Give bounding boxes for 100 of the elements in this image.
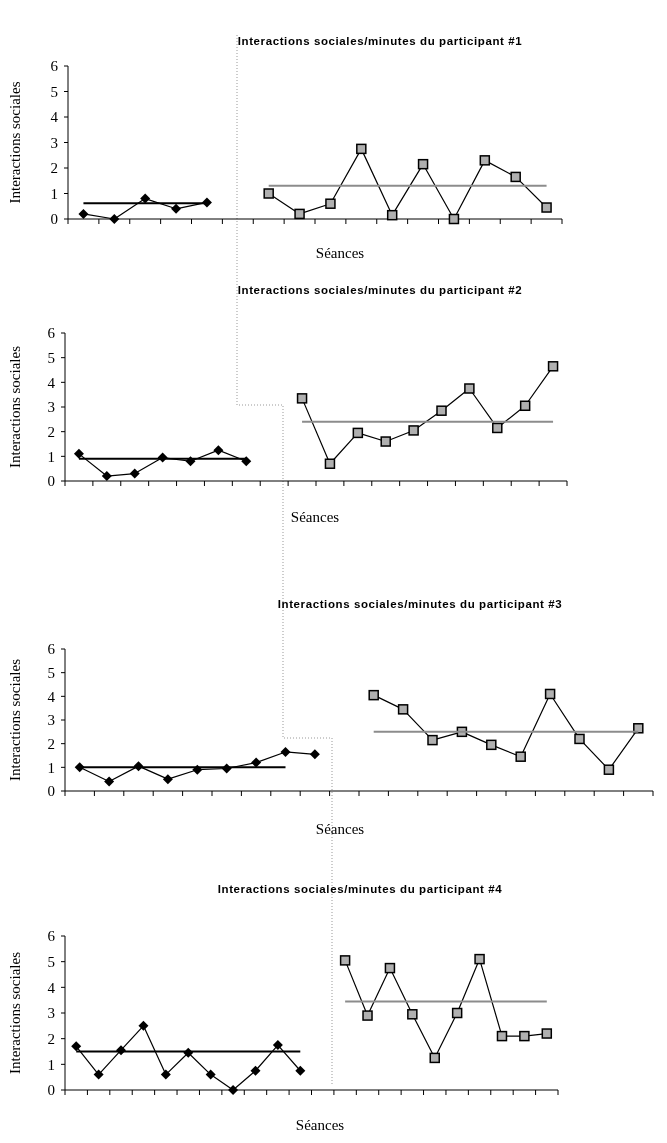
point (384, 962, 396, 974)
y-tick-label: 2 (47, 1030, 55, 1047)
y-tick-label: 4 (47, 374, 56, 391)
y-tick-label: 6 (47, 928, 56, 945)
x-axis-title: Séances (290, 509, 340, 525)
y-tick-label: 3 (47, 712, 55, 729)
point (510, 171, 521, 183)
y-tick-label: 6 (50, 58, 59, 75)
point (603, 764, 615, 775)
point (78, 208, 89, 219)
point (547, 361, 559, 372)
point (451, 1007, 463, 1019)
point (474, 953, 485, 965)
y-tick-label: 1 (47, 448, 55, 465)
chart-title: Interactions sociales/minutes du participant #4 (217, 883, 503, 895)
x-axis-title: Séances (295, 1117, 345, 1133)
point (251, 757, 262, 768)
y-tick-label: 1 (47, 759, 55, 776)
y-tick-label: 4 (50, 109, 59, 126)
y-tick-label: 2 (47, 735, 55, 752)
point (519, 400, 531, 412)
point (309, 749, 320, 760)
point (407, 1009, 418, 1020)
point (228, 1085, 239, 1095)
chart-title: Interactions sociales/minutes du participant #3 (277, 598, 563, 610)
y-axis-title: Interactions sociales (7, 81, 23, 204)
point (324, 458, 336, 469)
point (464, 383, 475, 394)
point (296, 393, 308, 404)
point (519, 1030, 530, 1042)
point (205, 1069, 216, 1080)
point (129, 468, 140, 479)
point (93, 1069, 104, 1080)
point (171, 203, 182, 214)
point (362, 1010, 373, 1021)
point (140, 193, 151, 204)
y-axis-title: Interactions sociales (7, 951, 23, 1075)
point (162, 774, 173, 785)
y-tick-label: 1 (50, 185, 58, 202)
point (339, 955, 351, 966)
point (352, 427, 364, 439)
point (417, 158, 429, 170)
point (492, 422, 503, 434)
point (71, 1041, 82, 1052)
y-tick-label: 0 (50, 211, 58, 228)
point (295, 1065, 306, 1076)
point (325, 198, 336, 209)
point (479, 155, 491, 166)
point (386, 209, 398, 221)
x-axis-title: Séances (315, 821, 365, 837)
y-tick-label: 0 (47, 783, 55, 800)
point (408, 425, 419, 436)
y-tick-label: 5 (47, 349, 55, 366)
point (160, 1069, 171, 1080)
point (294, 208, 305, 220)
point (368, 689, 379, 701)
point (574, 733, 585, 745)
point (250, 1065, 261, 1076)
y-axis-title: Interactions sociales (7, 345, 23, 469)
y-tick-label: 0 (47, 1082, 55, 1099)
y-tick-label: 1 (47, 1056, 55, 1073)
point (633, 723, 644, 734)
chart-title: Interactions sociales/minutes du participant #2 (237, 284, 523, 296)
point (213, 445, 224, 456)
x-axis-title: Séances (315, 245, 365, 261)
point (241, 456, 252, 467)
point (397, 704, 409, 715)
point (104, 776, 115, 787)
point (138, 1020, 149, 1031)
y-tick-label: 5 (50, 83, 58, 100)
point (272, 1040, 283, 1051)
y-tick-label: 6 (47, 325, 56, 342)
point (427, 734, 438, 746)
y-tick-label: 3 (47, 399, 55, 416)
point (436, 405, 447, 416)
y-tick-label: 5 (47, 664, 55, 681)
point (109, 214, 120, 224)
point (541, 202, 552, 213)
point (448, 213, 460, 225)
y-tick-label: 2 (47, 423, 55, 440)
point (380, 436, 391, 447)
y-tick-label: 4 (47, 688, 56, 705)
y-tick-label: 4 (47, 979, 56, 996)
point (515, 751, 526, 762)
y-tick-label: 5 (47, 953, 55, 970)
chart-title: Interactions sociales/minutes du participant #1 (237, 35, 523, 47)
point (263, 188, 274, 199)
y-tick-label: 0 (47, 473, 55, 490)
y-tick-label: 3 (47, 1005, 55, 1022)
point (541, 1028, 553, 1039)
point (280, 746, 291, 757)
y-tick-label: 2 (50, 160, 58, 177)
point (73, 448, 84, 459)
point (101, 471, 112, 482)
point (356, 143, 367, 155)
y-tick-label: 6 (47, 641, 56, 658)
point (429, 1052, 440, 1064)
point (544, 688, 556, 700)
point (486, 739, 497, 751)
point (496, 1030, 508, 1042)
